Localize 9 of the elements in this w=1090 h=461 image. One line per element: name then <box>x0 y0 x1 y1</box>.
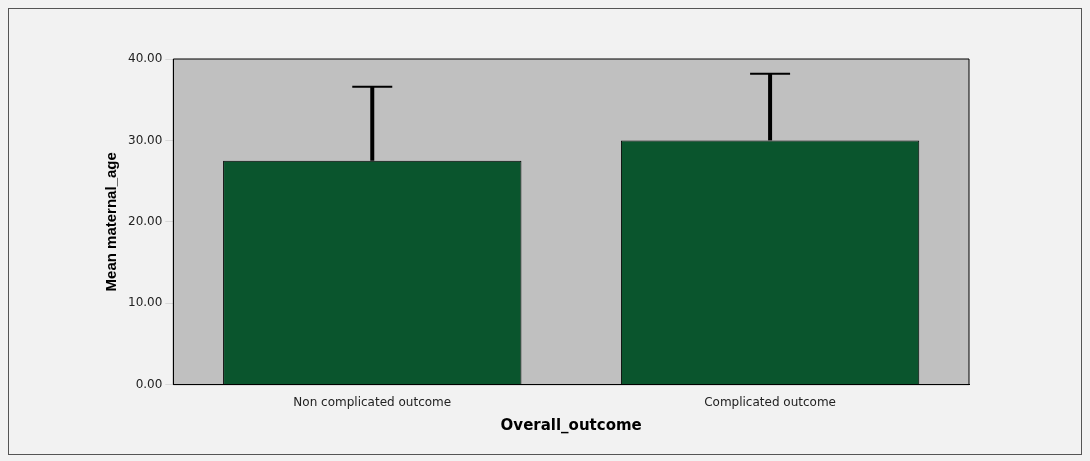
x-tick-label: Non complicated outcome <box>293 394 452 409</box>
y-tick-label: 20.00 <box>127 213 163 228</box>
y-tick-label: 40.00 <box>127 51 163 66</box>
x-tick-label: Complicated outcome <box>704 394 837 409</box>
y-axis-title: Mean maternal_age <box>102 152 120 292</box>
x-axis-title: Overall_outcome <box>500 415 642 434</box>
y-tick-label: 0.00 <box>135 376 163 391</box>
y-tick-label: 10.00 <box>127 295 163 310</box>
y-tick-label: 30.00 <box>127 132 163 147</box>
